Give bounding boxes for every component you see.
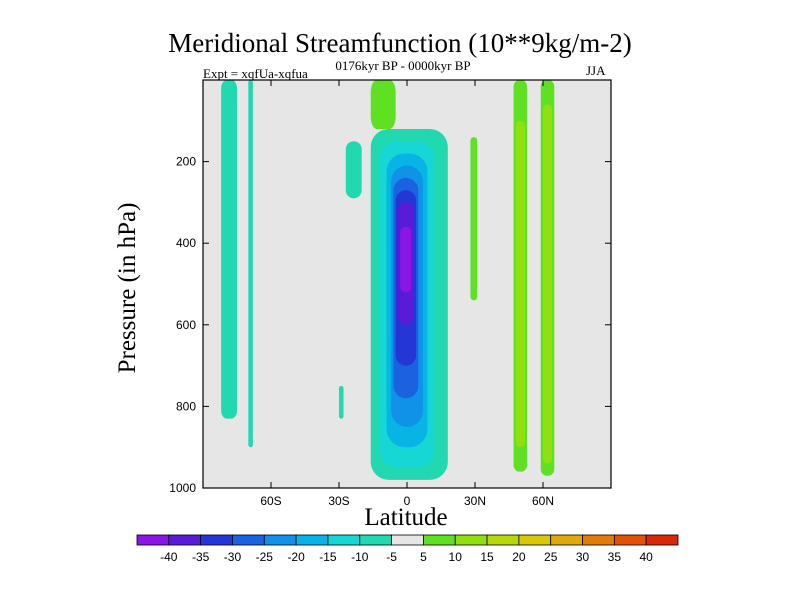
contour-hadley-core — [400, 226, 412, 293]
contour-band-50n-inner — [515, 120, 525, 448]
y-tick-label: 600 — [176, 318, 196, 332]
chart-title: Meridional Streamfunction (10**9kg/m-2) — [168, 28, 632, 58]
colorbar-label: 20 — [512, 550, 526, 564]
contour-band-62n-inner — [543, 104, 553, 464]
x-tick-label: 0 — [404, 494, 411, 508]
colorbar-label: -40 — [160, 550, 178, 564]
x-axis-label: Latitude — [364, 504, 448, 531]
chart-subtitle: 0176kyr BP - 0000kyr BP — [335, 58, 471, 73]
colorbar-box — [295, 534, 329, 546]
colorbar-box — [200, 534, 233, 546]
colorbar-box — [232, 534, 265, 546]
colorbar-box — [359, 534, 392, 546]
colorbar-box — [486, 534, 520, 546]
contour-band-70s — [221, 80, 237, 419]
colorbar-box — [550, 534, 583, 546]
x-tick-label: 60N — [532, 494, 554, 508]
colorbar-label: 35 — [608, 550, 622, 564]
contour-blob-30s-low — [339, 386, 344, 419]
colorbar-label: -30 — [224, 550, 242, 564]
colorbar-label: -20 — [287, 550, 305, 564]
colorbar-label: -35 — [192, 550, 210, 564]
colorbar-box — [582, 534, 615, 546]
colorbar-box — [613, 534, 647, 546]
colorbar-label: -5 — [386, 550, 397, 564]
colorbar-label: 15 — [480, 550, 494, 564]
colorbar-box — [263, 534, 297, 546]
contour-green-upper-20s — [370, 80, 396, 129]
contour-blob-28s — [345, 141, 362, 199]
colorbar-label: -15 — [319, 550, 337, 564]
y-tick-label: 400 — [176, 236, 196, 250]
colorbar-box — [327, 534, 361, 546]
y-tick-label: 800 — [176, 399, 196, 413]
colorbar-box — [645, 534, 679, 546]
experiment-label: Expt = xqfUa-xqfua — [203, 66, 308, 81]
contour-band-66s — [248, 80, 253, 448]
colorbar-label: 5 — [420, 550, 427, 564]
y-tick-label: 200 — [176, 155, 196, 169]
colorbar-label: 25 — [544, 550, 558, 564]
x-tick-label: 30S — [328, 494, 349, 508]
colorbar-label: -10 — [351, 550, 369, 564]
x-tick-label: 30N — [464, 494, 486, 508]
contour-green-30n — [470, 137, 478, 301]
colorbar-label: 10 — [449, 550, 463, 564]
colorbar-label: -25 — [256, 550, 274, 564]
x-tick-label: 60S — [260, 494, 281, 508]
colorbar-box — [454, 534, 488, 546]
colorbar-box — [168, 534, 202, 546]
colorbar-label: 40 — [639, 550, 653, 564]
colorbar-box — [518, 534, 552, 546]
colorbar-box — [391, 534, 424, 546]
colorbar-label: 30 — [576, 550, 590, 564]
y-tick-label: 1000 — [169, 481, 196, 495]
season-label: JJA — [586, 63, 606, 78]
colorbar-box — [136, 534, 170, 546]
colorbar-box — [423, 534, 456, 546]
